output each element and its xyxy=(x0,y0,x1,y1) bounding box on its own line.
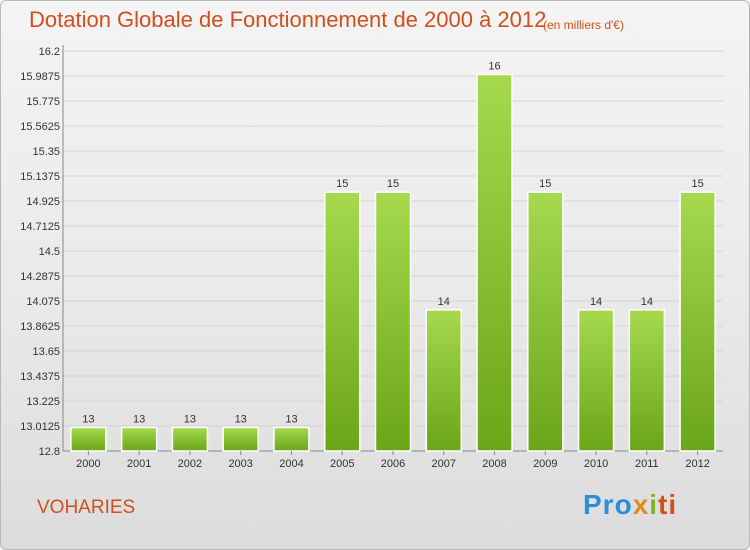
y-tick-label: 15.5625 xyxy=(20,121,60,133)
y-tick-label: 14.925 xyxy=(26,196,60,208)
bar xyxy=(171,426,209,452)
bar xyxy=(120,426,158,452)
bar xyxy=(222,426,259,452)
bars xyxy=(70,73,716,452)
bar xyxy=(374,191,412,452)
value-labels: 13 13 13 13 13 15 15 14 16 15 14 14 15 xyxy=(82,61,703,426)
x-tick-label: 2006 xyxy=(381,458,405,470)
y-tick-label: 14.075 xyxy=(26,296,60,308)
bar xyxy=(476,73,513,452)
bar xyxy=(527,191,564,452)
data-label: 15 xyxy=(691,178,703,190)
data-label: 13 xyxy=(184,413,196,425)
logo-part: ti xyxy=(658,489,678,520)
data-label: 13 xyxy=(82,413,94,425)
data-label: 13 xyxy=(235,413,247,425)
x-tick-label: 2003 xyxy=(228,458,252,470)
x-tick-label: 2009 xyxy=(533,458,557,470)
bar xyxy=(425,309,463,452)
bar xyxy=(577,309,615,452)
y-tick-label: 13.8625 xyxy=(20,321,60,333)
place-name: VOHARIES xyxy=(37,497,136,518)
x-tick-label: 2007 xyxy=(432,458,456,470)
chart-subtitle: (en milliers d'€) xyxy=(543,18,624,32)
x-tick-label: 2008 xyxy=(482,458,506,470)
x-tick-label: 2004 xyxy=(279,458,303,470)
x-tick-label: 2005 xyxy=(330,458,354,470)
y-tick-label: 13.4375 xyxy=(20,371,60,383)
bar xyxy=(273,426,310,452)
data-label: 15 xyxy=(336,178,348,190)
data-label: 14 xyxy=(590,296,602,308)
proxiti-logo: Proxiti xyxy=(583,489,677,521)
data-label: 14 xyxy=(641,296,653,308)
data-label: 13 xyxy=(285,413,297,425)
y-tick-label: 13.225 xyxy=(26,396,60,408)
x-tick-label: 2011 xyxy=(635,458,659,470)
bar xyxy=(628,309,666,452)
data-label: 13 xyxy=(133,413,145,425)
x-tick-label: 2010 xyxy=(584,458,608,470)
y-tick-label: 15.9875 xyxy=(20,71,60,83)
logo-part: Pro xyxy=(583,489,633,520)
y-tick-label: 15.1375 xyxy=(20,171,60,183)
x-tick-label: 2001 xyxy=(127,458,151,470)
y-tick-label: 13.65 xyxy=(32,346,60,358)
y-tick-label: 14.5 xyxy=(39,246,60,258)
bar xyxy=(323,191,361,452)
y-tick-label: 15.775 xyxy=(26,96,60,108)
y-tick-label: 12.8 xyxy=(39,446,60,458)
data-label: 14 xyxy=(438,296,450,308)
data-label: 15 xyxy=(539,178,551,190)
y-axis: 16.2 15.9875 15.775 15.5625 15.35 15.1375 14.9… xyxy=(20,45,723,458)
x-tick-label: 2012 xyxy=(685,458,709,470)
y-tick-label: 13.0125 xyxy=(20,421,60,433)
chart-title: Dotation Globale de Fonctionnement de 20… xyxy=(29,7,547,32)
data-label: 16 xyxy=(488,61,500,73)
x-tick-label: 2002 xyxy=(178,458,202,470)
y-tick-label: 16.2 xyxy=(39,46,60,58)
bar xyxy=(679,191,716,452)
y-tick-label: 15.35 xyxy=(32,146,60,158)
x-axis: 2000 2001 2002 2003 2004 2005 2006 2007 2008 2009… xyxy=(76,451,710,470)
logo-part: x xyxy=(632,489,650,520)
logo-part: i xyxy=(649,489,659,520)
y-tick-label: 14.2875 xyxy=(20,271,60,283)
x-tick-label: 2000 xyxy=(76,458,100,470)
data-label: 15 xyxy=(387,178,399,190)
bar xyxy=(70,426,107,452)
y-tick-label: 14.7125 xyxy=(20,221,60,233)
